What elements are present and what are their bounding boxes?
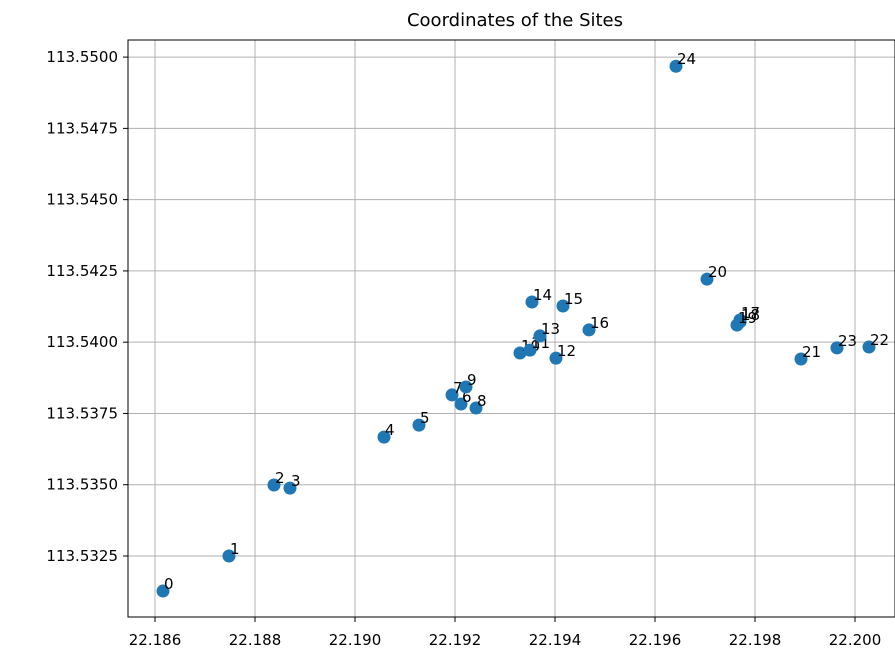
point: [283, 481, 297, 495]
x-tick-label: 22.188: [229, 631, 282, 649]
x-tick-label: 22.200: [829, 631, 882, 649]
point: [156, 584, 170, 598]
point-label: 24: [677, 50, 696, 68]
chart-title: Coordinates of the Sites: [407, 10, 623, 31]
point: [525, 295, 539, 309]
point: [669, 59, 683, 73]
point: [523, 343, 537, 357]
y-tick-label: 113.5325: [46, 547, 118, 565]
point: [459, 380, 473, 394]
x-tick-label: 22.190: [329, 631, 382, 649]
x-tick-label: 22.196: [629, 631, 682, 649]
y-tick-label: 113.5375: [46, 404, 118, 422]
y-tick-label: 113.5425: [46, 262, 118, 280]
point-label: 17: [741, 304, 760, 322]
point: [454, 397, 468, 411]
point-label: 23: [838, 332, 857, 350]
point-label: 19: [738, 309, 757, 327]
x-tick-label: 22.194: [529, 631, 582, 649]
point-label: 18: [741, 306, 760, 324]
plot-frame: [127, 39, 895, 618]
point: [513, 346, 527, 360]
point-label: 4: [385, 421, 395, 439]
y-tick-label: 113.5450: [46, 191, 118, 209]
point-label: 16: [590, 314, 609, 332]
point-label: 6: [462, 388, 472, 406]
point: [445, 388, 459, 402]
point-label: 14: [533, 286, 552, 304]
y-tick-label: 113.5475: [46, 119, 118, 137]
point: [267, 478, 281, 492]
point: [549, 351, 563, 365]
point-label: 21: [802, 343, 821, 361]
point: [377, 430, 391, 444]
point-label: 0: [164, 575, 174, 593]
point-label: 3: [291, 472, 301, 490]
point-label: 2: [275, 469, 285, 487]
point-label: 7: [453, 379, 463, 397]
y-tick-label: 113.5350: [46, 476, 118, 494]
point-label: 1: [230, 540, 240, 558]
point: [730, 318, 744, 332]
point-label: 20: [708, 263, 727, 281]
point: [794, 352, 808, 366]
point: [412, 418, 426, 432]
point-label: 5: [420, 409, 430, 427]
point: [830, 341, 844, 355]
point: [533, 329, 547, 343]
y-tick-label: 113.5400: [46, 333, 118, 351]
point: [222, 549, 236, 563]
x-tick-label: 22.186: [129, 631, 182, 649]
x-tick-label: 22.198: [729, 631, 782, 649]
point: [862, 340, 876, 354]
point-label: 22: [870, 331, 889, 349]
point-label: 15: [564, 290, 583, 308]
point-label: 12: [557, 342, 576, 360]
point: [469, 401, 483, 415]
y-tick-label: 113.5500: [46, 48, 118, 66]
point: [556, 299, 570, 313]
point-label: 13: [541, 320, 560, 338]
point: [582, 323, 596, 337]
point-label: 8: [477, 392, 487, 410]
point: [700, 272, 714, 286]
point-label: 9: [467, 371, 477, 389]
x-tick-label: 22.192: [429, 631, 482, 649]
